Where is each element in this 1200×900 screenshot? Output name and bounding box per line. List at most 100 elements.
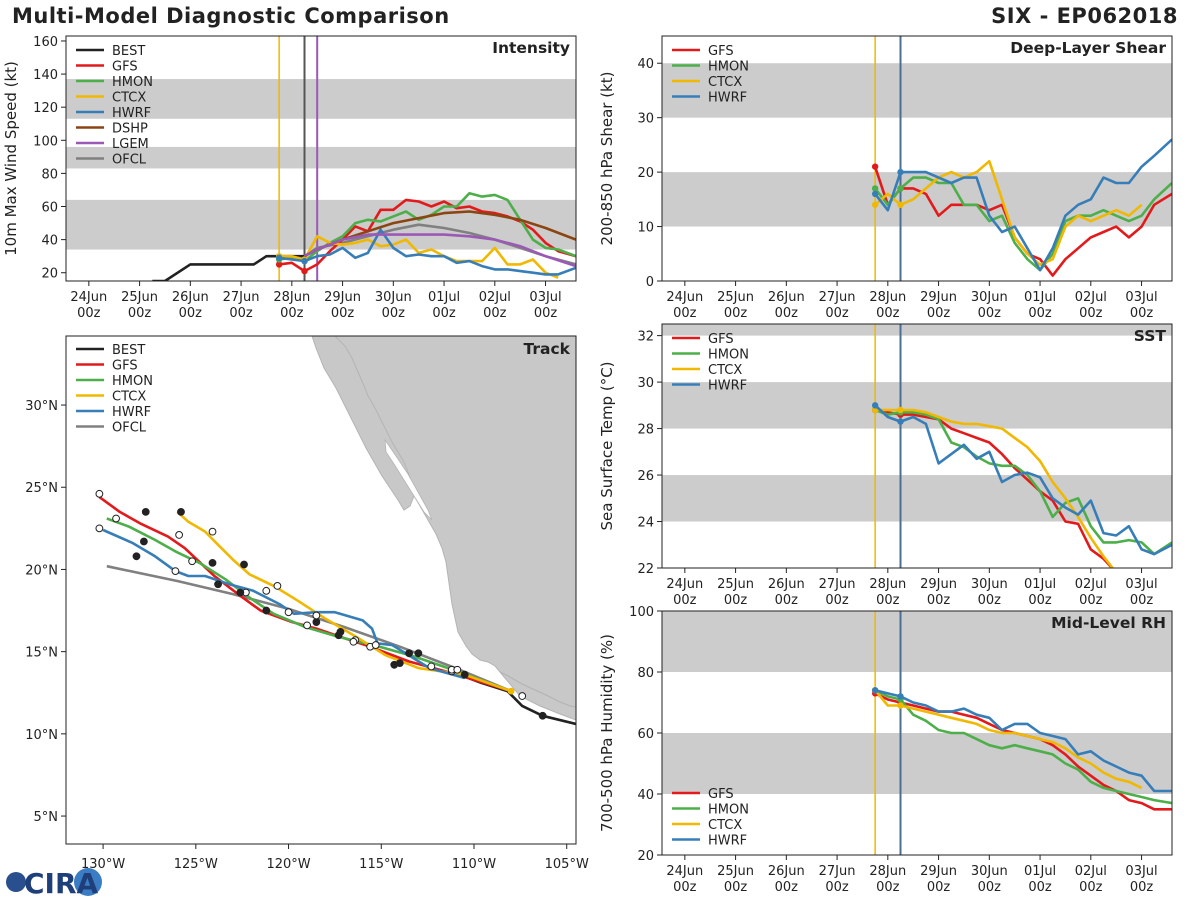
sst-xtick-label-date: 03Jul xyxy=(1125,577,1157,592)
sst-xtick-label-hour: 00z xyxy=(978,593,1002,608)
intensity-ytick-label: 40 xyxy=(41,234,58,249)
sst-shade-band xyxy=(662,475,1172,522)
cira-logo-text: CIRA xyxy=(24,867,99,900)
shear-series-start-point xyxy=(871,190,879,198)
rh-xtick-label-hour: 00z xyxy=(673,880,697,895)
track-position-marker xyxy=(262,606,271,615)
sst-xtick-label-date: 29Jun xyxy=(920,577,957,592)
track-position-marker xyxy=(312,611,321,620)
intensity-xtick-label-hour: 00z xyxy=(280,306,304,321)
sst-xtick-label-hour: 00z xyxy=(927,593,951,608)
track-position-marker xyxy=(112,514,120,523)
track-panel: 130°W 125°W 120°W 115°W 110°W 105°W 5°N 10°N 15°… xyxy=(25,335,589,872)
intensity-series-anchor-point xyxy=(301,257,308,265)
shear-legend-label: CTCX xyxy=(708,75,742,90)
land-southern-mexico xyxy=(499,671,576,721)
cira-logo: CIRA xyxy=(6,867,102,900)
rh-xtick-label-date: 24Jun xyxy=(666,864,703,879)
intensity-plot-area xyxy=(66,36,576,281)
land-baja-california xyxy=(311,336,415,511)
cira-logo-globe-icon xyxy=(6,872,26,892)
track-position-marker xyxy=(177,508,185,516)
sst-legend-label: GFS xyxy=(708,332,734,347)
track-ytick-label: 15°N xyxy=(25,646,58,661)
intensity-xtick-label-date: 30Jun xyxy=(375,290,412,305)
rh-xtick-label-date: 02Jul xyxy=(1075,864,1107,879)
track-position-marker xyxy=(236,588,245,597)
shear-shade-band xyxy=(662,172,1172,227)
rh-legend-label: CTCX xyxy=(708,818,742,833)
rh-xtick-label-hour: 00z xyxy=(825,880,849,895)
rh-xtick-label-date: 01Jul xyxy=(1024,864,1056,879)
shear-ytick-label: 40 xyxy=(637,57,654,72)
sst-series-anchor-point xyxy=(897,418,904,425)
shear-series-start-point xyxy=(871,163,879,170)
rh-series-anchor-point xyxy=(897,702,904,709)
intensity-frame xyxy=(65,35,577,282)
sst-ytick-label: 22 xyxy=(637,562,654,577)
track-xtick-label: 105°W xyxy=(545,857,589,872)
rh-series-hwrf xyxy=(874,689,1172,793)
intensity-ytick-label: 140 xyxy=(33,68,58,83)
intensity-series-start-point xyxy=(275,254,283,262)
track-position-marker xyxy=(312,618,321,626)
shear-xtick-label-hour: 00z xyxy=(673,306,697,321)
shear-legend-label: HMON xyxy=(708,60,749,75)
land-mainland-mexico xyxy=(334,336,576,708)
intensity-ytick-label: 80 xyxy=(41,167,58,182)
intensity-xtick-label-hour: 00z xyxy=(331,306,355,321)
track-position-marker xyxy=(132,552,141,561)
rh-xtick-label-hour: 00z xyxy=(876,880,900,895)
sst-ylabel: Sea Surface Temp (°C) xyxy=(598,361,616,530)
shear-ytick-label: 10 xyxy=(637,221,654,236)
sst-ytick-label: 24 xyxy=(637,516,654,531)
rh-plot-area xyxy=(662,611,1172,855)
intensity-ylabel: 10m Max Wind Speed (kt) xyxy=(2,61,20,256)
shear-shade-band xyxy=(662,63,1172,118)
intensity-ytick-label: 160 xyxy=(33,35,58,50)
track-position-marker xyxy=(334,631,343,640)
rh-panel: 2040608010024Jun00z25Jun00z26Jun00z27Jun… xyxy=(598,605,1173,895)
track-series-gfs xyxy=(98,496,512,693)
shear-xtick-label-date: 02Jul xyxy=(1075,290,1107,305)
intensity-ytick-label: 20 xyxy=(41,267,58,282)
shear-series-hmon xyxy=(874,176,1172,272)
intensity-series-lgem xyxy=(303,233,576,268)
intensity-legend-label: BEST xyxy=(112,44,145,59)
sst-xtick-label-hour: 00z xyxy=(673,593,697,608)
track-ytick-label: 5°N xyxy=(34,810,59,825)
intensity-legend-label: DSHP xyxy=(112,122,148,137)
rh-xtick-label-hour: 00z xyxy=(724,880,748,895)
shear-frame xyxy=(661,35,1173,282)
intensity-xtick-label-hour: 00z xyxy=(432,306,456,321)
shear-xtick-label-date: 30Jun xyxy=(971,290,1008,305)
sst-legend-label: HMON xyxy=(708,348,749,363)
sst-xtick-label-hour: 00z xyxy=(1079,593,1103,608)
rh-ylabel: 700-500 hPa Humidity (%) xyxy=(598,634,616,832)
track-xtick-label: 125°W xyxy=(174,857,218,872)
rh-shade-band xyxy=(662,611,1172,672)
track-legend-label: OFCL xyxy=(112,421,147,436)
track-position-marker xyxy=(538,711,547,720)
sst-xtick-label-date: 01Jul xyxy=(1024,577,1056,592)
intensity-series-hwrf xyxy=(278,228,576,276)
intensity-panel: 2040608010012014016024Jun00z25Jun00z26Ju… xyxy=(2,35,577,321)
track-xtick-label: 130°W xyxy=(81,857,125,872)
shear-series-start-point xyxy=(871,201,879,208)
track-position-marker xyxy=(262,586,271,595)
intensity-shade-band xyxy=(66,199,576,250)
intensity-xtick-label-date: 24Jun xyxy=(70,290,107,305)
intensity-xtick-label-hour: 00z xyxy=(229,306,253,321)
shear-xtick-label-hour: 00z xyxy=(978,306,1002,321)
rh-series-hmon xyxy=(874,689,1172,805)
track-position-marker xyxy=(214,580,222,589)
intensity-xtick-label-date: 26Jun xyxy=(172,290,209,305)
sst-xtick-label-hour: 00z xyxy=(825,593,849,608)
intensity-xtick-label-hour: 00z xyxy=(128,306,152,321)
intensity-legend-label: OFCL xyxy=(112,153,147,168)
rh-xtick-label-date: 28Jun xyxy=(869,864,906,879)
sst-xtick-label-hour: 00z xyxy=(1130,593,1154,608)
intensity-xtick-label-date: 29Jun xyxy=(324,290,361,305)
rh-ytick-label: 40 xyxy=(637,788,654,803)
